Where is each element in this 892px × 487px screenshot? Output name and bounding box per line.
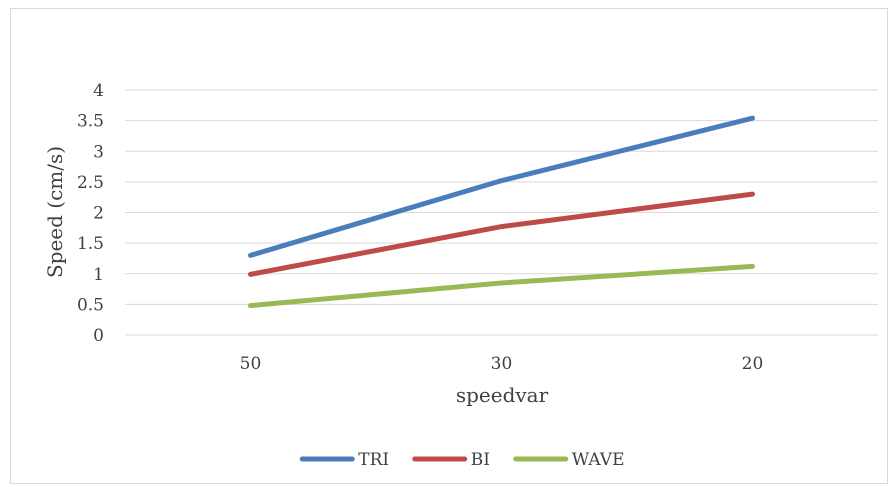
y-tick-label: 0: [93, 326, 104, 346]
gridlines: [125, 89, 878, 336]
y-axis-ticks: 0 0.5 1 1.5 2 2.5 3 3.5 4: [77, 81, 104, 346]
y-tick-label: 3: [93, 142, 104, 162]
y-tick-label: 2.5: [77, 173, 104, 193]
y-tick-label: 4: [93, 81, 104, 101]
series-line-tri: [248, 115, 755, 258]
x-tick-label: 20: [742, 354, 764, 374]
y-tick-label: 3.5: [77, 112, 104, 132]
series-line-wave: [248, 263, 755, 309]
x-axis-ticks: 50 30 20: [240, 354, 764, 374]
x-axis-title: speedvar: [456, 383, 549, 407]
legend: TRI BI WAVE: [299, 450, 625, 470]
y-tick-label: 1: [93, 265, 104, 285]
chart-frame: [10, 8, 888, 484]
legend-label-wave: WAVE: [572, 450, 625, 470]
x-tick-label: 50: [240, 354, 262, 374]
legend-label-tri: TRI: [358, 450, 389, 470]
y-tick-label: 0.5: [77, 295, 104, 315]
y-tick-label: 1.5: [77, 234, 104, 254]
x-tick-label: 30: [491, 354, 513, 374]
legend-label-bi: BI: [471, 450, 490, 470]
series-line-bi: [248, 191, 755, 277]
y-axis-title: Speed (cm/s): [43, 146, 67, 278]
series-lines: [248, 115, 755, 309]
y-tick-label: 2: [93, 204, 104, 224]
